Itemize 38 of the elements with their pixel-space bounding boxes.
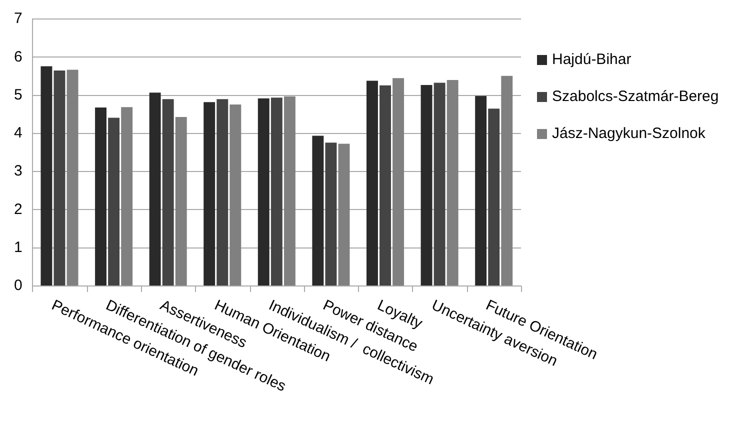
legend-label: Szabolcs-Szatmár-Bereg — [552, 88, 719, 106]
y-tick-label: 2 — [14, 200, 22, 218]
bar — [121, 107, 133, 286]
bar — [392, 78, 404, 286]
bar — [380, 85, 391, 286]
bar — [162, 99, 174, 286]
y-tick-label: 5 — [14, 86, 22, 104]
bar — [501, 76, 513, 286]
bar — [270, 98, 282, 286]
bar — [216, 99, 228, 286]
bar — [230, 104, 242, 286]
y-tick-label: 0 — [14, 277, 22, 294]
bar — [54, 70, 66, 286]
y-tick-label: 3 — [14, 162, 22, 180]
bar — [66, 70, 78, 286]
bar — [325, 142, 337, 286]
y-tick-label: 7 — [14, 10, 22, 28]
bar — [258, 98, 270, 286]
bar — [475, 96, 487, 286]
bar — [175, 117, 187, 286]
bar — [488, 108, 500, 286]
bar — [95, 107, 106, 286]
bar — [446, 80, 458, 286]
bar — [338, 144, 350, 286]
bar — [204, 102, 216, 286]
bar — [284, 96, 296, 286]
y-tick-label: 1 — [14, 239, 22, 256]
legend-label: Hajdú-Bihar — [552, 51, 632, 68]
legend-label: Jász-Nagykun-Szolnok — [552, 125, 706, 142]
bar — [149, 92, 161, 286]
y-tick-label: 6 — [14, 48, 22, 66]
bar — [312, 136, 324, 286]
bar — [366, 80, 378, 286]
bar — [40, 66, 52, 286]
y-tick-label: 4 — [14, 124, 22, 142]
bar — [434, 82, 446, 286]
bar — [108, 118, 120, 286]
bar — [420, 84, 432, 286]
